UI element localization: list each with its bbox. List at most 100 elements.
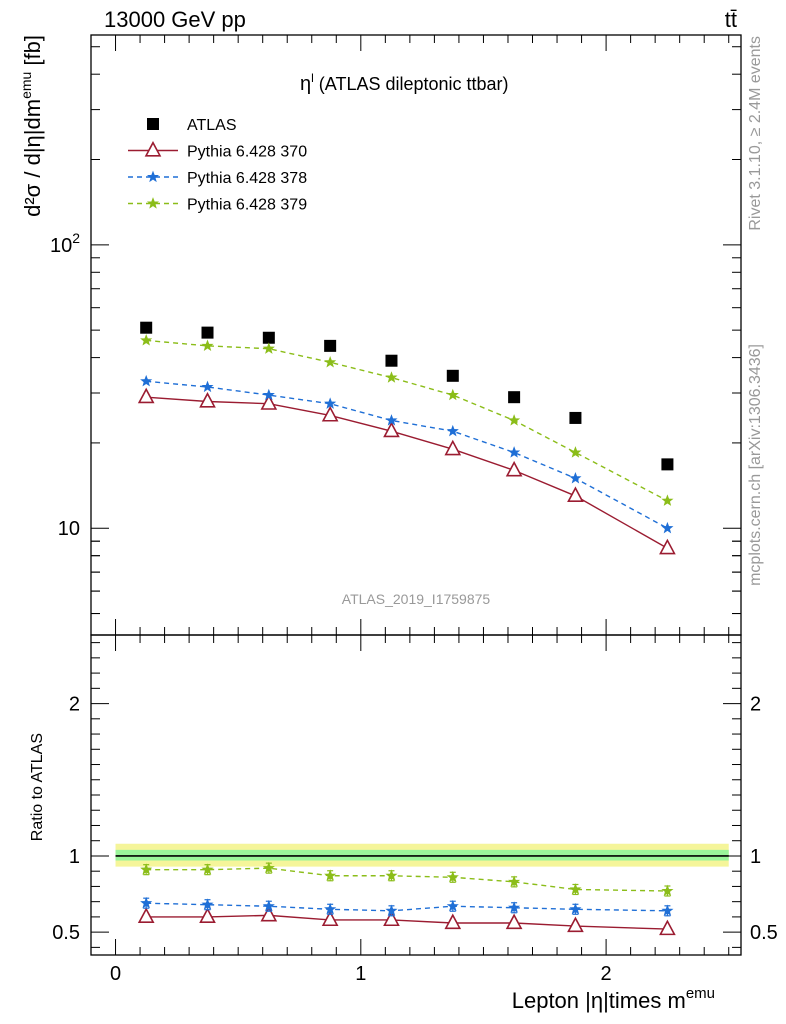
- series-1-ratio-point: [659, 919, 676, 936]
- series-1-ratio-point: [567, 916, 584, 933]
- series-1-ratio-point: [137, 907, 155, 923]
- legend-label: Pythia 6.428 370: [187, 144, 307, 161]
- series-2-ratio-line: [146, 902, 668, 912]
- series-1-main-point: [321, 405, 339, 422]
- atlas-data-point: [324, 339, 337, 352]
- series-2-ratio-point: [508, 901, 521, 913]
- atlas-data-point: [569, 411, 582, 424]
- series-3-ratio-point: [446, 870, 459, 883]
- series-2-main-point: [140, 374, 153, 387]
- ratio-y-tick-label: 0.5: [52, 922, 80, 944]
- series-1-main-point: [137, 387, 155, 404]
- analysis-watermark: ATLAS_2019_I1759875: [342, 591, 491, 607]
- series-2-main-point: [446, 424, 459, 437]
- series-2-main-point: [201, 380, 214, 393]
- main-y-tick-label: 102: [50, 230, 80, 257]
- legend-item: ATLAS: [147, 117, 237, 134]
- legend-marker-atlas: [147, 118, 159, 130]
- ratio-panel-frame: [90, 634, 742, 956]
- series-2-main-point: [661, 521, 674, 534]
- series-1-main-point: [444, 439, 462, 456]
- series-3-main-point: [661, 494, 674, 506]
- legend-item: Pythia 6.428 370: [128, 140, 307, 161]
- process-label: tt̄: [725, 7, 737, 32]
- atlas-data-point: [446, 369, 459, 382]
- legend-marker: [146, 170, 160, 183]
- series-2-main-point: [324, 397, 337, 409]
- series-1-main-point: [567, 486, 584, 503]
- main-y-axis-label: d²σ / d|η|dmemu [fb]: [18, 35, 45, 217]
- x-tick-label: 2: [601, 963, 612, 985]
- main-y-tick-label: 10: [58, 518, 80, 540]
- x-axis-label: Lepton |η|times memu: [512, 985, 715, 1013]
- atlas-data-point: [508, 391, 521, 404]
- series-1-ratio-point: [383, 910, 400, 927]
- series-1-main-point: [260, 394, 278, 410]
- ratio-y-tick-label-right: 1: [750, 846, 761, 868]
- legend-item: Pythia 6.428 378: [128, 170, 307, 187]
- mcplots-label: mcplots.cern.ch [arXiv:1306.3436]: [747, 344, 764, 586]
- legend-label: Pythia 6.428 379: [187, 197, 307, 214]
- series-1-ratio-point: [260, 905, 278, 922]
- series-3-ratio-point: [508, 875, 521, 888]
- atlas-data-point: [201, 326, 214, 339]
- series-2-main-point: [385, 414, 398, 426]
- atlas-data-point: [262, 331, 275, 344]
- series-3-main-point: [569, 446, 582, 458]
- series-3-ratio-line: [146, 867, 668, 892]
- series-3-main-point: [324, 355, 337, 368]
- series-1-main-line: [146, 396, 668, 549]
- legend: ATLAS Pythia 6.428 370 Pythia 6.428 378 Pyt…: [128, 117, 307, 214]
- atlas-data-point: [661, 458, 674, 471]
- ratio-y-tick-label: 2: [69, 694, 80, 716]
- legend-label: Pythia 6.428 378: [187, 170, 307, 187]
- series-1-main-point: [659, 538, 676, 555]
- series-2-ratio-point: [140, 896, 153, 909]
- rivet-version-label: Rivet 3.1.10, ≥ 2.4M events: [747, 36, 764, 231]
- ratio-y-tick-label-right: 0.5: [750, 922, 778, 944]
- x-tick-label: 1: [355, 963, 366, 985]
- series-3-main-point: [385, 371, 398, 383]
- main-panel: 10 102: [50, 34, 742, 636]
- series-2-ratio-point: [446, 899, 459, 912]
- ratio-y-axis-label: Ratio to ATLAS: [29, 733, 46, 841]
- legend-marker: [144, 140, 162, 157]
- ratio-panel: 0 1 2 0.5 0.5 1 1 2 2: [52, 634, 778, 985]
- series-3-ratio-point: [569, 883, 582, 895]
- series-3-ratio-point: [262, 861, 275, 874]
- series-2-main-point: [508, 446, 521, 458]
- legend-item: Pythia 6.428 379: [128, 197, 307, 214]
- series-2-ratio-point: [661, 904, 674, 916]
- series-3-ratio-point: [201, 863, 214, 875]
- series-2-main-point: [569, 471, 582, 484]
- series-1-ratio-point: [321, 910, 339, 927]
- series-3-ratio-point: [661, 884, 674, 897]
- chart-title: ηl (ATLAS dileptonic ttbar): [300, 71, 509, 95]
- series-1-main-point: [199, 391, 216, 408]
- series-1-ratio-point: [199, 907, 216, 923]
- series-3-main-point: [446, 388, 459, 401]
- atlas-data-point: [385, 354, 398, 367]
- series-2-main-point: [262, 388, 275, 401]
- series-2-ratio-point: [262, 899, 275, 912]
- series-2-main-line: [146, 380, 668, 529]
- series-3-main-point: [201, 339, 214, 352]
- series-3-ratio-point: [140, 863, 153, 875]
- series-3-main-point: [140, 334, 153, 346]
- series-2-ratio-point: [201, 898, 214, 910]
- legend-label: ATLAS: [187, 117, 237, 134]
- atlas-data-point: [140, 321, 153, 334]
- series-3-ratio-point: [385, 869, 398, 881]
- legend-marker: [146, 197, 160, 209]
- series-1-ratio-point: [444, 913, 462, 930]
- series-1-main-point: [383, 421, 400, 438]
- series-2-ratio-point: [385, 904, 398, 916]
- series-3-ratio-point: [324, 869, 337, 881]
- series-1-main-point: [505, 460, 523, 477]
- series-3-main-point: [262, 342, 275, 354]
- series-1-ratio-point: [505, 913, 523, 930]
- series-1-ratio-line: [146, 914, 668, 930]
- series-2-ratio-point: [569, 902, 582, 915]
- x-tick-label: 0: [110, 963, 121, 985]
